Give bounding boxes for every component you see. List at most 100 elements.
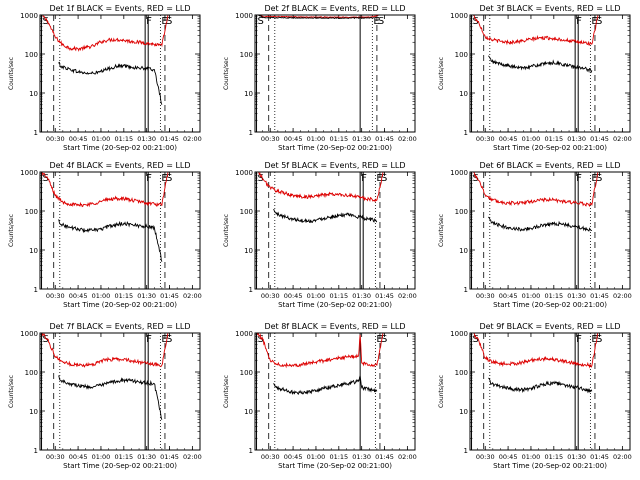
x-tick-label: 00:30 — [476, 135, 495, 143]
time-marker-label: S — [473, 334, 479, 345]
panel-title: Det 8f BLACK = Events, RED = LLD — [264, 322, 405, 331]
time-marker-label: S — [381, 173, 387, 184]
x-axis-label: Start Time (20-Sep-02 00:21:00) — [63, 462, 177, 470]
y-axis-label: Counts/sec — [223, 214, 230, 247]
time-marker-label: S — [258, 16, 264, 27]
y-tick-label: 1 — [249, 129, 253, 137]
panel-title: Det 1f BLACK = Events, RED = LLD — [49, 4, 190, 13]
detector-panel: Det 4f BLACK = Events, RED = LLD Counts/s… — [8, 161, 202, 309]
time-marker-label: S — [166, 173, 172, 184]
panel-title: Det 6f BLACK = Events, RED = LLD — [479, 161, 620, 170]
x-tick-label: 01:15 — [114, 292, 133, 300]
x-tick-label: 01:00 — [92, 135, 111, 143]
y-tick-label: 100 — [455, 208, 468, 216]
detector-panel: Det 3f BLACK = Events, RED = LLD Counts/s… — [438, 4, 632, 152]
series-group — [41, 172, 169, 262]
y-axis-label: Counts/sec — [438, 214, 445, 247]
events-series-line — [488, 377, 593, 394]
x-tick-label: 01:30 — [567, 135, 586, 143]
x-tick-label: 02:00 — [613, 292, 632, 300]
time-marker-label: F — [576, 16, 582, 27]
events-series-line — [58, 219, 163, 262]
time-marker-label: S — [596, 16, 602, 27]
y-tick-label: 10 — [244, 247, 253, 255]
plot-frame — [469, 14, 631, 133]
detector-panel: Det 5f BLACK = Events, RED = LLD Counts/s… — [223, 161, 417, 309]
x-axis-label: Start Time (20-Sep-02 00:21:00) — [278, 301, 392, 309]
x-tick-label: 01:30 — [352, 453, 371, 461]
y-tick-label: 10 — [244, 408, 253, 416]
x-tick-label: 00:30 — [476, 292, 495, 300]
x-tick-label: 00:45 — [499, 453, 518, 461]
y-tick-label: 10 — [459, 90, 468, 98]
plot-frame — [254, 171, 416, 290]
x-axis-label: Start Time (20-Sep-02 00:21:00) — [63, 144, 177, 152]
y-tick-label: 100 — [240, 51, 253, 59]
x-tick-label: 01:15 — [544, 292, 563, 300]
time-marker-label: E — [161, 16, 167, 27]
x-tick-label: 01:30 — [567, 453, 586, 461]
time-marker-label: F — [146, 334, 152, 345]
y-tick-label: 1 — [34, 286, 38, 294]
time-marker-label: F — [146, 173, 152, 184]
plot-frame — [39, 171, 201, 290]
time-marker-label: F — [146, 16, 152, 27]
y-tick-label: 1 — [34, 447, 38, 455]
panel-title: Det 5f BLACK = Events, RED = LLD — [264, 161, 405, 170]
x-tick-label: 01:15 — [114, 453, 133, 461]
x-tick-label: 01:30 — [567, 292, 586, 300]
time-marker-label: S — [258, 334, 264, 345]
lld-series-line — [41, 172, 169, 208]
y-tick-label: 1000 — [20, 169, 38, 177]
time-marker-label: S — [596, 334, 602, 345]
x-tick-label: 02:00 — [398, 453, 417, 461]
detector-panel: Det 8f BLACK = Events, RED = LLD Counts/s… — [223, 322, 417, 470]
x-tick-label: 01:00 — [522, 135, 541, 143]
y-tick-label: 10 — [29, 90, 38, 98]
series-group — [472, 172, 599, 232]
lld-series-line — [472, 15, 599, 46]
x-tick-label: 00:45 — [284, 453, 303, 461]
series-group — [472, 15, 599, 74]
x-tick-label: 01:15 — [544, 453, 563, 461]
time-marker-label: E — [591, 173, 597, 184]
x-tick-label: 01:15 — [544, 135, 563, 143]
lld-series-line — [472, 172, 599, 207]
x-tick-label: 01:00 — [307, 453, 326, 461]
detector-panel: Det 2f BLACK = Events, RED = LLD Counts/s… — [223, 4, 417, 152]
lld-series-line — [41, 15, 169, 52]
lld-series-line — [256, 333, 384, 369]
x-axis-label: Start Time (20-Sep-02 00:21:00) — [493, 462, 607, 470]
y-tick-label: 10 — [244, 90, 253, 98]
x-tick-label: 02:00 — [398, 135, 417, 143]
events-series-line — [58, 61, 163, 105]
y-tick-label: 1 — [249, 286, 253, 294]
y-tick-label: 10 — [29, 408, 38, 416]
x-tick-label: 01:45 — [160, 453, 179, 461]
x-tick-label: 00:30 — [46, 292, 65, 300]
y-axis-label: Counts/sec — [223, 375, 230, 408]
time-marker-label: S — [596, 173, 602, 184]
y-tick-label: 10 — [29, 247, 38, 255]
detector-panel: Det 6f BLACK = Events, RED = LLD Counts/s… — [438, 161, 632, 309]
x-axis-label: Start Time (20-Sep-02 00:21:00) — [278, 144, 392, 152]
y-axis-label: Counts/sec — [223, 57, 230, 90]
plot-frame — [39, 14, 201, 133]
time-marker-label: E — [161, 334, 167, 345]
time-marker-label: E — [373, 16, 379, 27]
y-tick-label: 1000 — [235, 330, 253, 338]
x-tick-label: 00:45 — [284, 292, 303, 300]
time-marker-label: S — [381, 334, 387, 345]
series-group — [41, 333, 169, 420]
y-tick-label: 100 — [25, 51, 38, 59]
x-tick-label: 02:00 — [613, 453, 632, 461]
x-tick-label: 01:45 — [375, 292, 394, 300]
detector-panel: Det 7f BLACK = Events, RED = LLD Counts/s… — [8, 322, 202, 470]
time-marker-label: E — [591, 334, 597, 345]
plot-frame — [39, 332, 201, 451]
panel-title: Det 2f BLACK = Events, RED = LLD — [264, 4, 405, 13]
series-group — [257, 15, 379, 20]
time-marker-label: E — [376, 173, 382, 184]
series-group — [257, 172, 384, 224]
x-axis-label: Start Time (20-Sep-02 00:21:00) — [493, 301, 607, 309]
